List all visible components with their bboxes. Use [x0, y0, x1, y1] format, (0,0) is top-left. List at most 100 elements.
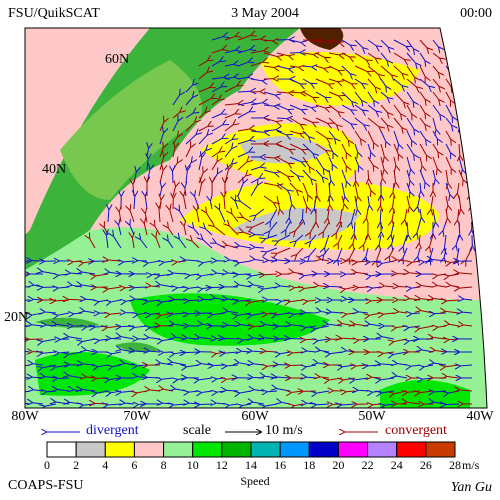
colorbar-tick-label: 6 [131, 458, 137, 472]
wind-vector [139, 404, 148, 405]
wind-vector [397, 260, 408, 261]
colorbar-box [308, 441, 339, 458]
wind-vector [328, 104, 338, 112]
wind-vector [354, 221, 355, 234]
wind-vector [315, 130, 327, 138]
wind-vector [341, 182, 345, 197]
wind-vector [328, 169, 331, 180]
wind-vector [237, 91, 250, 92]
wind-vector [160, 285, 174, 288]
wind-vector [263, 40, 272, 41]
wind-vector [328, 65, 338, 70]
wind-vector [340, 208, 342, 221]
colorbar-box [75, 441, 106, 458]
wind-vector [224, 197, 225, 210]
wind-vector [204, 299, 213, 300]
wind-vector [444, 247, 447, 257]
wind-vector [211, 152, 219, 158]
wind-vector [198, 61, 207, 67]
wind-vector [446, 404, 460, 405]
wind-vector [380, 78, 386, 86]
colorbar-tick-label: 4 [102, 458, 108, 472]
wind-vector [394, 169, 396, 182]
colorbar-box [250, 441, 281, 458]
wind-vector [95, 403, 109, 404]
wind-vector [432, 65, 438, 73]
wind-vector [147, 159, 148, 171]
wind-vector [263, 105, 274, 106]
wind-vector [341, 65, 350, 74]
wind-vector [250, 131, 264, 132]
wind-vector [406, 143, 414, 154]
wind-vector [432, 143, 438, 152]
wind-vector [412, 313, 421, 314]
wind-vector [302, 156, 309, 167]
wind-vector [380, 195, 381, 206]
wind-vector [172, 171, 173, 184]
wind-vector [155, 226, 161, 236]
wind-vector [211, 162, 217, 171]
wind-vector [353, 234, 356, 244]
wind-vector [471, 117, 478, 128]
wind-vector [472, 143, 473, 154]
wind-vector [462, 312, 473, 313]
wind-vector [460, 390, 473, 391]
wind-vector [466, 247, 473, 260]
wind-vector [432, 259, 447, 261]
wind-vector [280, 286, 291, 287]
wind-vector [147, 377, 161, 378]
legend-divergent: divergent [86, 423, 139, 438]
wind-vector [289, 169, 298, 176]
wind-vector [315, 52, 325, 57]
wind-vector [420, 208, 421, 218]
wind-vector [393, 91, 404, 102]
colorbar-tick-label: 18 [303, 458, 315, 472]
wind-vector [211, 37, 223, 41]
wind-vector [354, 143, 358, 152]
wind-vector [25, 299, 31, 302]
wind-vector [393, 52, 404, 60]
wind-vector [237, 162, 247, 171]
wind-vector [393, 156, 396, 166]
wind-vector [393, 78, 402, 86]
wind-vector [367, 208, 368, 218]
wind-vector [302, 143, 313, 154]
wind-vector [214, 226, 226, 236]
wind-vector [132, 238, 134, 249]
wind-vector [459, 117, 460, 126]
wind-vector [211, 114, 221, 119]
colorbar-box [104, 441, 135, 458]
wind-vector [159, 148, 163, 158]
colorbar-box [163, 441, 194, 458]
wind-vector [406, 78, 416, 87]
wind-vector [341, 39, 350, 45]
wind-vector [381, 169, 382, 178]
wind-vector [174, 299, 187, 300]
wind-vector [224, 77, 234, 79]
wind-vector [447, 300, 460, 301]
wind-vector [197, 211, 200, 223]
wind-vector [108, 287, 122, 289]
colorbar-box [221, 441, 252, 458]
wind-vector [364, 234, 369, 245]
wind-vector [459, 273, 473, 274]
wind-vector [302, 117, 312, 122]
colorbar-tick-label: 12 [216, 458, 228, 472]
wind-vector [289, 78, 300, 84]
wind-vector [354, 130, 360, 139]
wind-vector [419, 78, 429, 86]
wind-vector [397, 376, 408, 379]
wind-vector [255, 247, 265, 248]
wind-vector [250, 62, 263, 67]
wind-vector [145, 196, 147, 210]
wind-vector [270, 208, 278, 221]
wind-vector [159, 133, 163, 145]
wind-vector [302, 53, 313, 54]
wind-vector [170, 210, 174, 223]
author: Yan Gu [451, 480, 492, 495]
wind-vector [172, 112, 180, 119]
wind-vector [457, 182, 459, 193]
wind-vector [111, 300, 122, 302]
wind-vector [302, 169, 311, 179]
wind-vector [172, 148, 175, 158]
